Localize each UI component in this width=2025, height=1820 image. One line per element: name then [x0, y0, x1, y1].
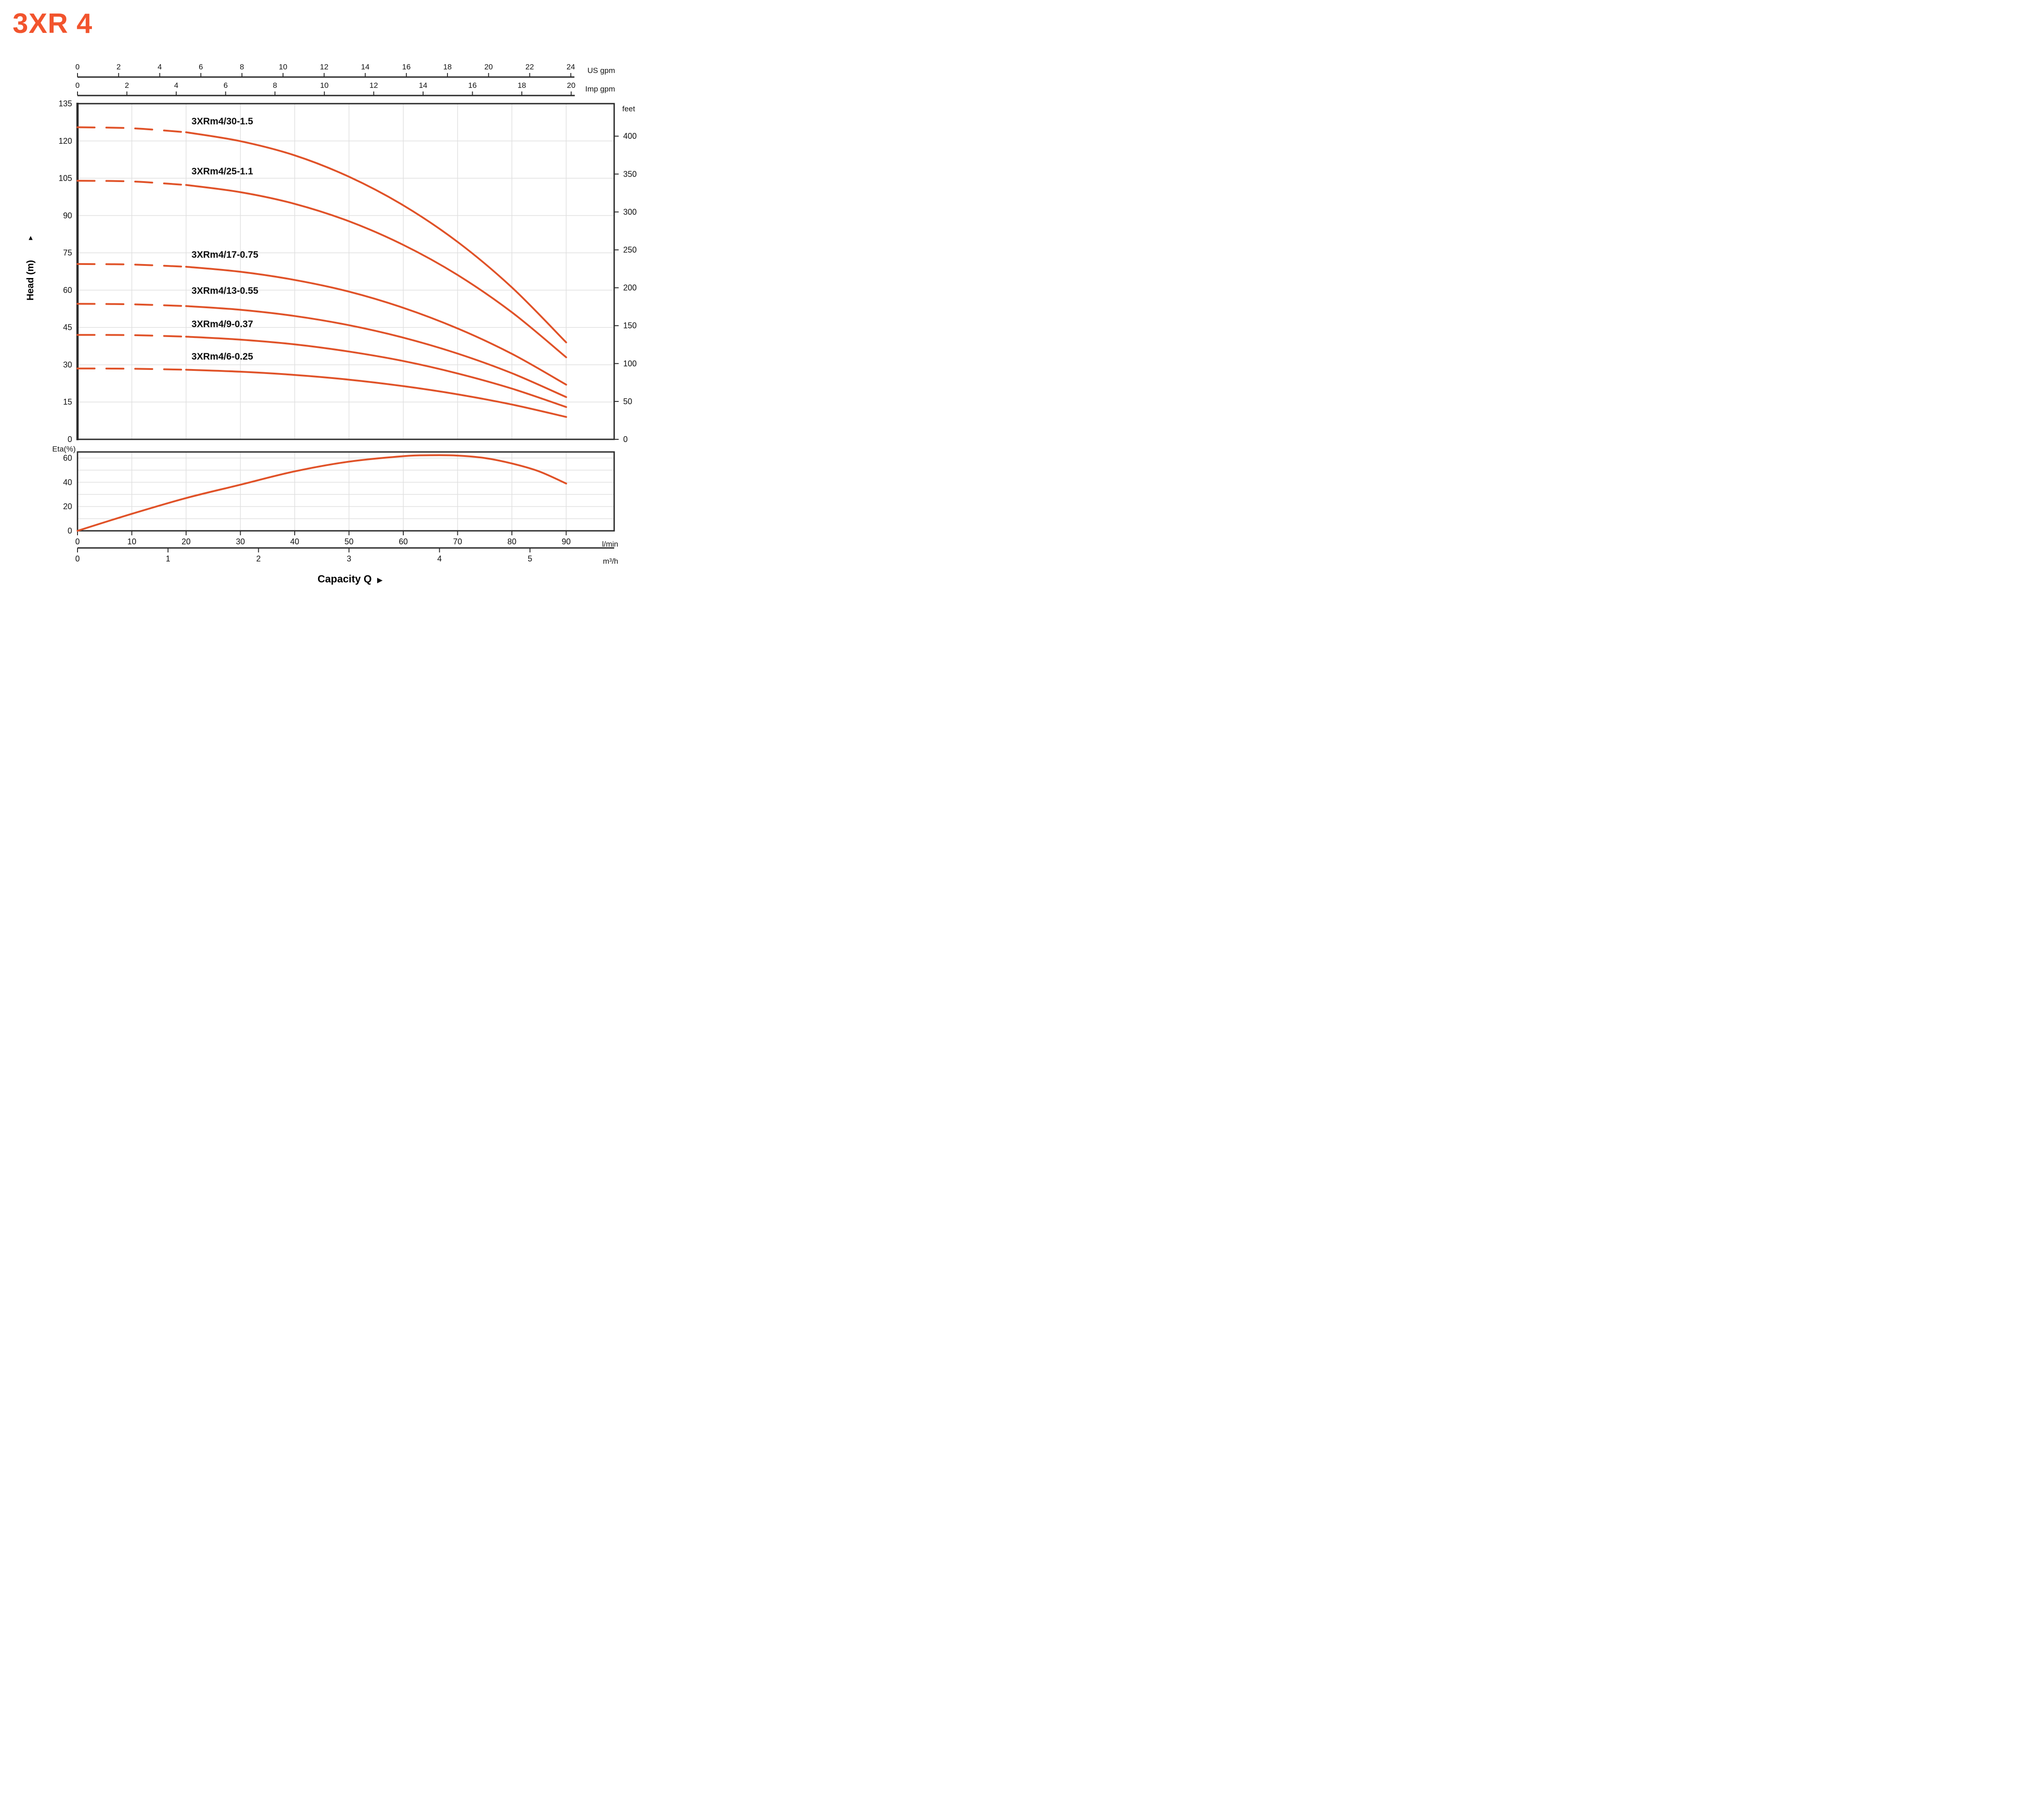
us-gpm-tick-label: 16: [402, 63, 410, 71]
capacity-label: Capacity Q: [317, 573, 372, 585]
eta-tick-label: 60: [63, 453, 72, 462]
lmin-tick-label: 60: [399, 537, 408, 546]
feet-unit-label: feet: [622, 105, 635, 113]
imp-gpm-tick-label: 20: [567, 81, 575, 90]
capacity-right-arrow-icon: ▶: [377, 576, 383, 584]
imp-gpm-tick-label: 0: [75, 81, 79, 90]
imp-gpm-tick-label: 4: [174, 81, 178, 90]
pump-performance-page: 0 2 4 6 8 10 12 14 16 18 20 22 24 0 2 4 6 8 10 12 14 16 18 20 0 1…: [0, 0, 675, 607]
eta-plot-border: [77, 451, 615, 532]
m3h-tick-label: 1: [166, 554, 170, 563]
feet-tick-label: 150: [623, 321, 637, 330]
head-curve-dashed-3: [77, 303, 187, 307]
feet-tick-label: 350: [623, 169, 637, 178]
us-gpm-tick-label: 18: [443, 63, 452, 71]
imp-gpm-tick-label: 18: [518, 81, 526, 90]
curve-label-3xrm4-30-1-5: 3XRm4/30-1.5: [192, 116, 253, 127]
imp-gpm-tick-label: 16: [468, 81, 477, 90]
head-tick-label: 135: [59, 99, 72, 108]
eta-tick-label: 20: [63, 502, 72, 511]
us-gpm-tick-label: 8: [240, 63, 244, 71]
feet-tick-label: 0: [623, 435, 628, 444]
capacity-axis-title: Capacity Q ▶: [318, 573, 383, 585]
head-curve-1: [185, 184, 567, 358]
us-gpm-tick-label: 6: [199, 63, 203, 71]
head-curve-4: [185, 336, 567, 408]
head-tick-label: 75: [63, 248, 72, 257]
curve-label-3xrm4-6-0-25: 3XRm4/6-0.25: [192, 351, 253, 362]
m3h-tick-label: 4: [437, 554, 442, 563]
imp-gpm-tick-label: 14: [419, 81, 427, 90]
feet-tick-label: 100: [623, 359, 637, 368]
head-tick-label: 30: [63, 360, 72, 369]
lmin-tick-label: 90: [561, 537, 570, 546]
head-tick-label: 0: [68, 435, 72, 444]
us-gpm-tick-label: 20: [484, 63, 493, 71]
lmin-tick-label: 50: [344, 537, 353, 546]
us-gpm-tick-label: 0: [75, 63, 79, 71]
us-gpm-tick-label: 10: [279, 63, 287, 71]
m3h-tick-label: 3: [347, 554, 351, 563]
us-gpm-tick-label: 12: [320, 63, 328, 71]
feet-tick-label: 300: [623, 207, 637, 216]
us-gpm-tick-label: 4: [158, 63, 162, 71]
head-curve-2: [185, 266, 567, 386]
head-curve-dashed-0: [77, 126, 187, 133]
lmin-tick-label: 80: [507, 537, 516, 546]
head-curve-dashed-2: [77, 263, 187, 268]
head-tick-label: 60: [63, 286, 72, 295]
head-tick-label: 15: [63, 397, 72, 406]
eta-axis-label: Eta(%): [52, 445, 76, 453]
m3h-unit-label: m³/h: [603, 557, 618, 566]
us-gpm-tick-label: 2: [116, 63, 120, 71]
imp-gpm-tick-label: 10: [320, 81, 328, 90]
lmin-tick-label: 30: [236, 537, 245, 546]
lmin-tick-label: 40: [290, 537, 299, 546]
head-tick-label: 120: [59, 137, 72, 146]
head-axis-label: Head (m): [25, 260, 36, 301]
lmin-unit-label: l/min: [602, 540, 618, 548]
imp-gpm-tick-label: 8: [273, 81, 277, 90]
head-tick-label: 90: [63, 211, 72, 220]
lmin-tick-label: 0: [75, 537, 80, 546]
eta-curve: [77, 454, 567, 532]
us-gpm-unit-label: US gpm: [587, 66, 615, 75]
lmin-tick-label: 10: [127, 537, 136, 546]
head-curve-dashed-5: [77, 367, 187, 371]
head-curve-5: [185, 369, 567, 418]
head-curve-dashed-1: [77, 180, 187, 186]
head-tick-label: 105: [59, 174, 72, 183]
imp-gpm-tick-label: 12: [369, 81, 378, 90]
page-title: 3XR 4: [13, 8, 93, 39]
lmin-tick-label: 70: [453, 537, 462, 546]
m3h-tick-label: 5: [528, 554, 532, 563]
feet-tick-label: 50: [623, 397, 632, 406]
imp-gpm-tick-label: 2: [125, 81, 129, 90]
us-gpm-tick-label: 14: [361, 63, 369, 71]
m3h-tick-label: 0: [75, 554, 80, 563]
curve-label-3xrm4-17-0-75: 3XRm4/17-0.75: [192, 249, 259, 260]
curve-label-3xrm4-9-0-37: 3XRm4/9-0.37: [192, 319, 253, 330]
m3h-tick-label: 2: [256, 554, 261, 563]
us-gpm-tick-label: 24: [566, 63, 575, 71]
feet-tick-label: 250: [623, 245, 637, 254]
imp-gpm-unit-label: Imp gpm: [585, 85, 615, 93]
us-gpm-tick-label: 22: [525, 63, 534, 71]
lmin-tick-label: 20: [182, 537, 191, 546]
head-curve-dashed-4: [77, 334, 187, 338]
head-axis-up-arrow-icon: ▲: [27, 234, 34, 242]
imp-gpm-tick-label: 6: [223, 81, 228, 90]
head-curve-0: [185, 131, 567, 343]
curve-label-3xrm4-25-1-1: 3XRm4/25-1.1: [192, 166, 253, 177]
main-plot-border: [77, 103, 615, 440]
head-tick-label: 45: [63, 323, 72, 332]
pump-curves-chart: 0 2 4 6 8 10 12 14 16 18 20 22 240 2 4 6 8 10 12 14 16 18 2001…: [59, 63, 637, 563]
feet-tick-label: 200: [623, 283, 637, 292]
curve-label-3xrm4-13-0-55: 3XRm4/13-0.55: [192, 285, 259, 296]
eta-tick-label: 0: [68, 526, 72, 535]
feet-tick-label: 400: [623, 132, 637, 141]
head-curve-3: [185, 305, 567, 398]
eta-tick-label: 40: [63, 478, 72, 487]
